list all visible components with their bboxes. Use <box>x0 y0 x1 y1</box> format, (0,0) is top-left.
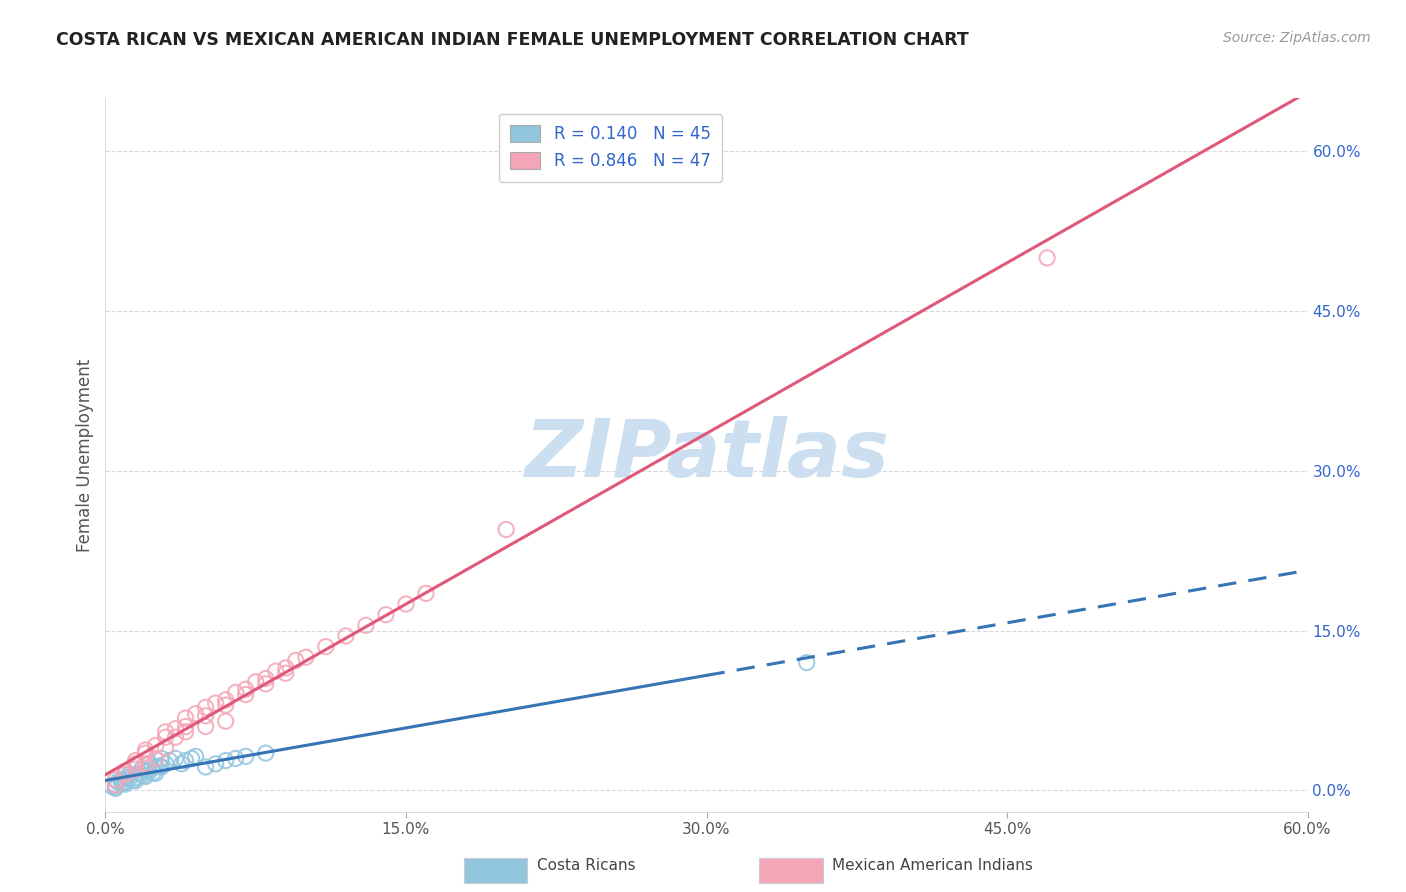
Point <box>415 586 437 600</box>
Point <box>100 779 122 793</box>
Point <box>204 696 226 710</box>
Point <box>245 674 267 689</box>
Point <box>118 772 141 786</box>
Point <box>104 778 127 792</box>
Point <box>145 766 167 780</box>
Point <box>254 677 277 691</box>
Point <box>204 756 226 771</box>
Point <box>1036 251 1059 265</box>
Text: Source: ZipAtlas.com: Source: ZipAtlas.com <box>1223 31 1371 45</box>
Point <box>138 756 160 771</box>
Point <box>235 749 257 764</box>
Point <box>225 751 247 765</box>
Point <box>180 751 202 765</box>
Point <box>284 653 307 667</box>
Point <box>114 764 136 779</box>
Point <box>132 768 155 782</box>
Point <box>112 776 135 790</box>
Point <box>124 754 146 768</box>
Point <box>148 759 170 773</box>
Point <box>194 760 217 774</box>
Point <box>174 719 197 733</box>
Point <box>214 693 236 707</box>
Point <box>225 685 247 699</box>
Y-axis label: Female Unemployment: Female Unemployment <box>76 359 94 551</box>
Point <box>124 762 146 776</box>
Point <box>150 760 173 774</box>
Point <box>114 777 136 791</box>
Point <box>138 764 160 779</box>
Point <box>136 763 159 777</box>
Point <box>114 775 136 789</box>
Point <box>214 714 236 729</box>
Point <box>142 765 165 780</box>
Point <box>110 772 132 787</box>
Point <box>295 650 318 665</box>
Point <box>354 618 377 632</box>
Point <box>174 724 197 739</box>
Point <box>155 730 177 744</box>
Point <box>495 523 517 537</box>
Point <box>165 751 187 765</box>
Point <box>104 772 127 787</box>
Point <box>165 730 187 744</box>
Point <box>214 754 236 768</box>
Text: Mexican American Indians: Mexican American Indians <box>832 858 1033 872</box>
Point <box>155 740 177 755</box>
Point <box>124 756 146 771</box>
Point <box>274 661 297 675</box>
Point <box>117 771 139 785</box>
Point <box>110 776 132 790</box>
Point <box>124 773 146 788</box>
Point <box>194 700 217 714</box>
Point <box>104 780 127 795</box>
Point <box>104 778 127 792</box>
Text: ZIPatlas: ZIPatlas <box>524 416 889 494</box>
Point <box>174 754 197 768</box>
Point <box>135 764 157 779</box>
Legend: R = 0.140   N = 45, R = 0.846   N = 47: R = 0.140 N = 45, R = 0.846 N = 47 <box>499 113 723 182</box>
Point <box>254 672 277 686</box>
Point <box>135 743 157 757</box>
Point <box>170 756 193 771</box>
Point <box>114 767 136 781</box>
Point <box>135 770 157 784</box>
Point <box>274 666 297 681</box>
Point <box>335 629 357 643</box>
Point <box>155 756 177 771</box>
Point <box>254 746 277 760</box>
Point <box>235 688 257 702</box>
Text: Costa Ricans: Costa Ricans <box>537 858 636 872</box>
Point <box>374 607 398 622</box>
Point <box>128 766 150 780</box>
Point <box>235 682 257 697</box>
Point <box>184 749 207 764</box>
Point <box>107 775 129 789</box>
Point <box>159 754 181 768</box>
Text: COSTA RICAN VS MEXICAN AMERICAN INDIAN FEMALE UNEMPLOYMENT CORRELATION CHART: COSTA RICAN VS MEXICAN AMERICAN INDIAN F… <box>56 31 969 49</box>
Point <box>104 781 127 796</box>
Point <box>145 760 167 774</box>
Point <box>131 762 153 776</box>
Point <box>194 709 217 723</box>
Point <box>145 739 167 753</box>
Point <box>395 597 418 611</box>
Point <box>264 664 287 678</box>
Point <box>174 711 197 725</box>
Point <box>118 767 141 781</box>
Point <box>155 724 177 739</box>
Point <box>165 722 187 736</box>
Point <box>184 706 207 721</box>
Point <box>194 719 217 733</box>
Point <box>315 640 337 654</box>
Point <box>135 756 157 771</box>
Point <box>135 746 157 760</box>
Point <box>214 698 236 713</box>
Point <box>145 751 167 765</box>
Point <box>796 656 818 670</box>
Point <box>122 772 145 787</box>
Point <box>124 771 146 785</box>
Point <box>131 767 153 781</box>
Point <box>150 751 173 765</box>
